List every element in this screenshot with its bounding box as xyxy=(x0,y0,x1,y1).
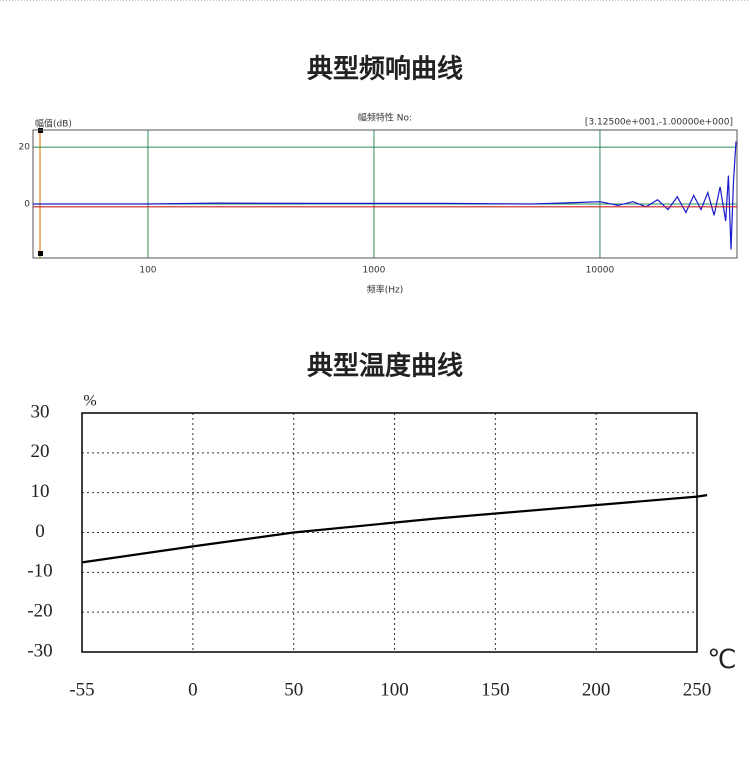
x-tick-label: 0 xyxy=(188,679,198,700)
chart-heading: 典型频响曲线 xyxy=(307,54,463,85)
plot-frame xyxy=(81,412,698,653)
y-tick-label: 0 xyxy=(24,199,30,209)
y-tick-label: -10 xyxy=(27,561,52,582)
x-axis-label: ℃ xyxy=(707,645,736,674)
chart-heading: 典型温度曲线 xyxy=(307,351,463,382)
y-tick-label: 10 xyxy=(31,481,50,502)
x-tick-label: 1000 xyxy=(363,266,386,276)
y-tick-label: 0 xyxy=(35,521,45,542)
y-axis-label: % xyxy=(83,393,96,410)
data-line xyxy=(33,141,737,250)
plot-frame xyxy=(32,129,738,259)
x-tick-label: 100 xyxy=(380,679,409,700)
annotation: [3.12500e+001,-1.00000e+000] xyxy=(585,118,733,128)
y-tick-label: 20 xyxy=(19,143,31,153)
y-axis-label: 幅值(dB) xyxy=(35,118,72,130)
data-line xyxy=(81,494,708,564)
x-axis-label: 频率(Hz) xyxy=(367,284,404,296)
x-tick-label: -55 xyxy=(69,679,94,700)
cursor-marker xyxy=(38,251,43,256)
y-tick-label: 20 xyxy=(31,441,50,462)
x-tick-label: 100 xyxy=(139,266,156,276)
x-tick-label: 250 xyxy=(683,679,712,700)
y-tick-label: -20 xyxy=(27,601,52,622)
x-tick-label: 150 xyxy=(481,679,510,700)
x-tick-label: 50 xyxy=(284,679,303,700)
x-tick-label: 200 xyxy=(582,679,611,700)
y-tick-label: -30 xyxy=(27,640,52,661)
y-tick-label: 30 xyxy=(31,401,50,422)
x-tick-label: 10000 xyxy=(586,266,615,276)
chart-title: 幅频特性 No: xyxy=(358,112,412,124)
